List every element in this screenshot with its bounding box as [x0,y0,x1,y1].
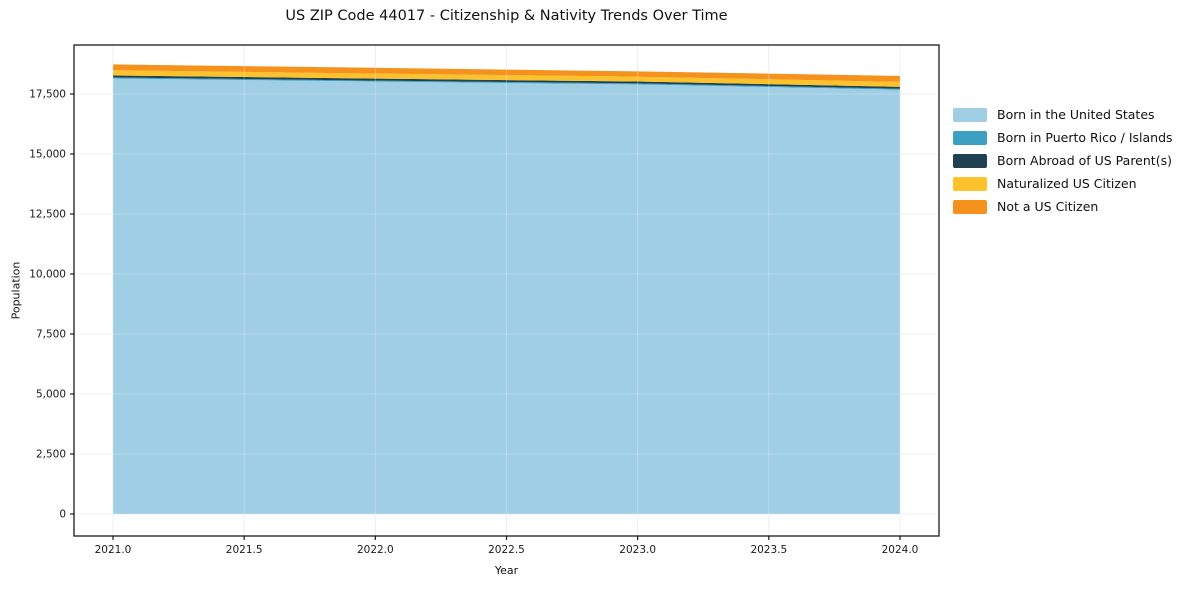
x-tick-label: 2024.0 [882,544,919,556]
legend-item: Born Abroad of US Parent(s) [953,149,1173,172]
x-axis-label: Year [494,564,519,577]
y-tick-label: 5,000 [36,389,66,401]
area-naturalized-us-citizen [113,70,900,87]
legend-item: Born in Puerto Rico / Islands [953,126,1173,149]
legend-swatch-naturalized [953,176,987,191]
y-tick-label: 17,500 [29,89,66,101]
x-tick-label: 2022.5 [488,544,525,556]
y-tick-label: 10,000 [29,269,66,281]
legend-label: Born in the United States [997,107,1155,122]
area-born-abroad-of-us-parent-s [113,75,900,89]
y-tick-label: 12,500 [29,209,66,221]
legend-item: Born in the United States [953,103,1173,126]
x-tick-label: 2023.0 [619,544,656,556]
legend: Born in the United States Born in Puerto… [953,103,1173,218]
legend-item: Not a US Citizen [953,195,1173,218]
x-tick-label: 2022.0 [357,544,394,556]
y-tick-label: 15,000 [29,149,66,161]
x-tick-label: 2023.5 [750,544,787,556]
legend-swatch-born-abroad [953,153,987,168]
area-not-a-us-citizen [113,64,900,82]
y-axis-label: Population [9,261,23,320]
x-tick-label: 2021.5 [226,544,263,556]
area-born-in-puerto-rico-islands [113,77,900,90]
y-tick-label: 7,500 [36,329,66,341]
y-tick-label: 0 [59,509,66,521]
legend-label: Born Abroad of US Parent(s) [997,153,1172,168]
legend-swatch-not-citizen [953,199,987,214]
legend-item: Naturalized US Citizen [953,172,1173,195]
chart-title: US ZIP Code 44017 - Citizenship & Nativi… [285,8,728,24]
legend-swatch-born-pr [953,130,987,145]
x-tick-label: 2021.0 [95,544,132,556]
area-born-in-the-united-states [113,78,900,515]
y-tick-label: 2,500 [36,449,66,461]
legend-label: Not a US Citizen [997,199,1099,214]
legend-swatch-born-us [953,107,987,122]
legend-label: Born in Puerto Rico / Islands [997,130,1173,145]
legend-label: Naturalized US Citizen [997,176,1137,191]
